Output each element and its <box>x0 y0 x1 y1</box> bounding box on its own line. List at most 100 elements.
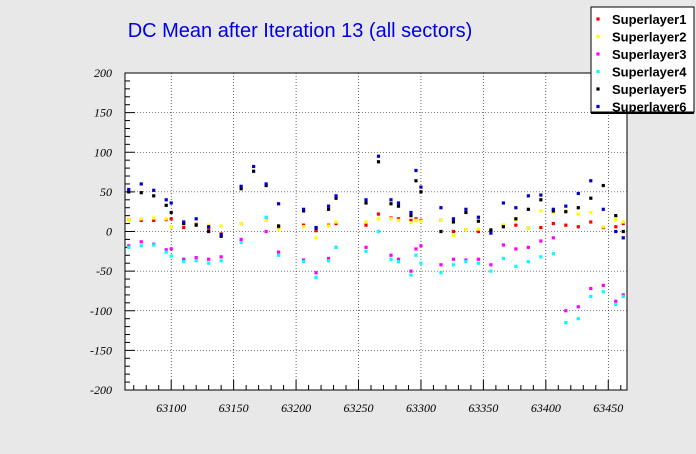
legend-label: Superlayer2 <box>612 30 686 45</box>
data-point <box>364 223 368 227</box>
data-point <box>364 249 368 253</box>
data-point <box>419 185 423 189</box>
data-point <box>539 255 543 259</box>
data-point <box>439 206 443 210</box>
data-point <box>389 217 393 221</box>
data-point <box>364 220 368 224</box>
x-tick-label: 63200 <box>281 401 311 415</box>
data-point <box>489 228 493 232</box>
data-point <box>396 204 401 208</box>
data-point <box>127 245 131 249</box>
data-point <box>621 294 625 299</box>
data-point <box>451 257 456 261</box>
data-point <box>169 225 173 229</box>
data-point <box>419 219 423 223</box>
data-point <box>476 219 480 223</box>
data-point <box>476 215 480 219</box>
data-point <box>514 206 518 210</box>
data-point <box>207 261 211 265</box>
data-point <box>276 228 281 232</box>
legend-label: Superlayer4 <box>612 65 687 80</box>
data-point <box>334 245 338 249</box>
data-point <box>409 269 413 273</box>
data-point <box>389 257 393 261</box>
data-point <box>239 221 243 226</box>
data-point <box>414 179 418 183</box>
data-point <box>601 183 605 188</box>
data-point <box>164 248 168 252</box>
data-point <box>409 221 413 225</box>
x-tick-label: 63100 <box>156 401 186 415</box>
y-tick-label: 150 <box>94 106 112 120</box>
data-point <box>207 229 211 234</box>
data-point <box>589 196 593 200</box>
data-point <box>182 257 186 261</box>
legend: Superlayer1 Superlayer2 Superlayer3 Superla… <box>590 6 695 115</box>
data-point <box>376 154 381 158</box>
data-point <box>414 247 418 251</box>
y-tick-label: -200 <box>90 383 112 397</box>
data-point <box>194 259 198 263</box>
data-point <box>614 229 618 234</box>
data-point <box>614 218 618 222</box>
data-point <box>451 229 456 234</box>
data-point <box>476 227 480 231</box>
y-tick-label: 200 <box>94 66 112 80</box>
data-point <box>539 193 543 197</box>
data-point <box>194 223 198 227</box>
x-tick-label: 63450 <box>593 401 623 415</box>
data-point <box>334 194 338 198</box>
data-point <box>464 260 468 264</box>
data-point <box>576 305 580 309</box>
data-point <box>139 182 143 186</box>
data-point <box>169 210 173 215</box>
chart-title: DC Mean after Iteration 13 (all sectors) <box>128 20 473 42</box>
data-point <box>239 240 243 245</box>
legend-marker <box>596 104 600 109</box>
data-point <box>526 260 530 264</box>
data-point <box>464 207 468 211</box>
data-point <box>182 220 186 224</box>
data-point <box>514 223 518 227</box>
data-point <box>376 160 381 164</box>
data-point <box>152 218 156 223</box>
data-point <box>264 218 268 223</box>
data-point <box>314 236 318 240</box>
data-point <box>396 201 401 205</box>
data-point <box>601 290 605 294</box>
legend-box <box>590 6 695 113</box>
data-point <box>451 263 456 267</box>
data-point <box>194 256 198 260</box>
data-point <box>419 261 423 265</box>
data-point <box>182 260 186 264</box>
data-point <box>439 271 443 275</box>
y-tick-label: -150 <box>90 343 112 357</box>
data-point <box>576 206 580 210</box>
series-4 <box>127 215 625 325</box>
data-point <box>501 201 505 205</box>
data-point <box>526 207 530 211</box>
data-point <box>326 204 331 208</box>
data-point <box>501 243 505 247</box>
data-point <box>564 321 568 325</box>
data-point <box>169 254 173 258</box>
data-point <box>419 190 423 194</box>
data-point <box>326 224 331 228</box>
data-point <box>409 273 413 277</box>
data-point <box>621 236 625 240</box>
data-point <box>264 229 268 234</box>
data-point <box>127 187 131 192</box>
data-point <box>376 217 381 221</box>
y-tick-label: 0 <box>106 225 112 239</box>
data-point <box>376 229 381 234</box>
grid <box>125 72 627 391</box>
axes: -200 -150 -100 -50 0 50 100 150 200 63100 63150 632… <box>90 66 623 415</box>
data-point <box>614 302 618 307</box>
data-point <box>551 252 555 256</box>
data-point <box>589 220 593 224</box>
data-point <box>396 257 401 261</box>
data-point <box>564 210 568 214</box>
data-point <box>139 240 143 244</box>
data-point <box>564 204 568 208</box>
